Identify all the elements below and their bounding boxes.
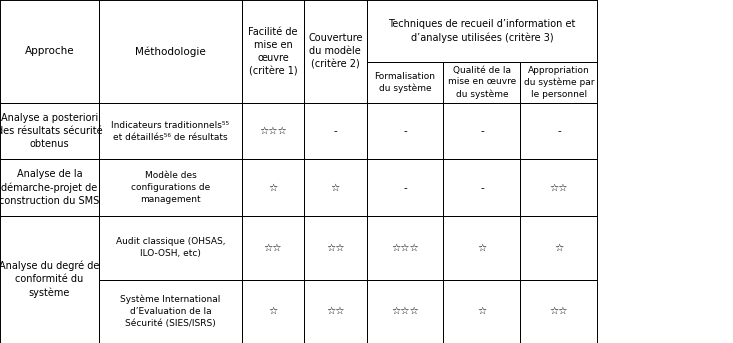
Text: ☆: ☆ — [268, 183, 278, 193]
Text: ☆☆: ☆☆ — [326, 243, 345, 253]
Text: Analyse de la
démarche-projet de
construction du SMS: Analyse de la démarche-projet de constru… — [0, 169, 100, 206]
Text: Appropriation
du système par
le personnel: Appropriation du système par le personne… — [523, 66, 594, 99]
Text: -: - — [480, 126, 484, 136]
Text: Approche: Approche — [25, 46, 74, 57]
Text: ☆: ☆ — [554, 243, 564, 253]
Text: ☆☆☆: ☆☆☆ — [391, 306, 419, 316]
Text: -: - — [480, 183, 484, 193]
Text: -: - — [403, 126, 407, 136]
Text: ☆: ☆ — [331, 183, 340, 193]
Text: ☆☆: ☆☆ — [550, 183, 568, 193]
Text: Facilité de
mise en
œuvre
(critère 1): Facilité de mise en œuvre (critère 1) — [248, 27, 298, 76]
Text: -: - — [557, 126, 561, 136]
Text: Système International
d’Evaluation de la
Sécurité (SIES/ISRS): Système International d’Evaluation de la… — [120, 295, 221, 328]
Text: ☆☆☆: ☆☆☆ — [259, 126, 287, 136]
Text: ☆☆: ☆☆ — [326, 306, 345, 316]
Text: Techniques de recueil d’information et
d’analyse utilisées (critère 3): Techniques de recueil d’information et d… — [388, 19, 575, 43]
Text: Qualité de la
mise en œuvre
du système: Qualité de la mise en œuvre du système — [448, 66, 516, 99]
Text: Formalisation
du système: Formalisation du système — [375, 72, 435, 93]
Text: -: - — [334, 126, 337, 136]
Text: Analyse a posteriori
des résultats sécurité
obtenus: Analyse a posteriori des résultats sécur… — [0, 113, 103, 150]
Text: Couverture
du modèle
(critère 2): Couverture du modèle (critère 2) — [308, 33, 363, 70]
Text: Méthodologie: Méthodologie — [135, 46, 206, 57]
Text: -: - — [403, 183, 407, 193]
Text: Modèle des
configurations de
management: Modèle des configurations de management — [130, 172, 210, 204]
Text: Audit classique (OHSAS,
ILO-OSH, etc): Audit classique (OHSAS, ILO-OSH, etc) — [116, 237, 225, 258]
Text: ☆: ☆ — [268, 306, 278, 316]
Text: Indicateurs traditionnels⁵⁵
et détaillés⁵⁶ de résultats: Indicateurs traditionnels⁵⁵ et détaillés… — [111, 121, 229, 142]
Text: ☆☆: ☆☆ — [550, 306, 568, 316]
Text: ☆☆: ☆☆ — [264, 243, 282, 253]
Text: Analyse du degré de
conformité du
système: Analyse du degré de conformité du systèm… — [0, 261, 100, 298]
Text: ☆: ☆ — [477, 306, 487, 316]
Text: ☆: ☆ — [477, 243, 487, 253]
Text: ☆☆☆: ☆☆☆ — [391, 243, 419, 253]
